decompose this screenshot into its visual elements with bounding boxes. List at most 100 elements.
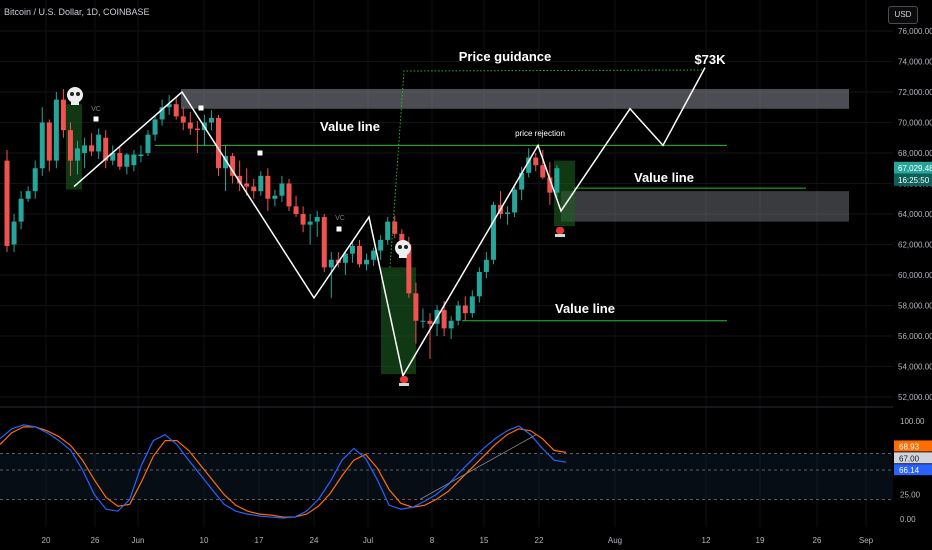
candle-body <box>96 134 102 152</box>
last-price-label: 67,029.48 <box>898 164 932 173</box>
candle-body <box>512 189 518 213</box>
zigzag-pattern <box>73 67 706 378</box>
candle-body <box>279 183 285 196</box>
time-tick-label: 26 <box>91 536 100 545</box>
time-tick-label: 17 <box>255 536 264 545</box>
time-tick-label: 15 <box>480 536 489 545</box>
axes: 76,000.00 74,000.00 72,000.00 70,000.00 68,0… <box>42 27 932 545</box>
support-zone <box>561 191 849 222</box>
time-tick-label: Sep <box>859 536 874 545</box>
square-marker <box>93 116 99 122</box>
candle-body <box>371 250 377 260</box>
candle-body <box>25 191 31 199</box>
value-lines <box>155 144 806 322</box>
symbol-title: Bitcoin / U.S. Dollar, 1D, COINBASE <box>4 7 150 17</box>
candle-body <box>75 148 80 161</box>
candle-body <box>455 305 461 321</box>
skull-eye <box>398 245 402 249</box>
candle-body <box>46 122 52 161</box>
candle-body <box>103 137 109 161</box>
square-marker <box>336 226 342 232</box>
candle-body <box>357 246 362 265</box>
candle-body <box>300 214 306 225</box>
candle-body <box>138 154 144 157</box>
annotations: Price guidance $73K Value line Value line Va… <box>91 49 726 316</box>
time-tick-label: 24 <box>310 536 319 545</box>
value-line-label: Value line <box>320 119 380 134</box>
price-tick-label: 76,000.00 <box>898 27 932 36</box>
candle-body <box>483 259 489 272</box>
time-tick-label: Aug <box>608 536 622 545</box>
last-price-tag <box>894 161 932 174</box>
candle-body <box>505 212 511 214</box>
candle-body <box>286 183 292 207</box>
grid-lines <box>0 0 893 527</box>
candle-body <box>441 310 447 329</box>
candle-body <box>321 217 327 268</box>
candle-body <box>244 183 250 187</box>
candle-body <box>173 104 179 117</box>
stoch-d-line <box>0 426 567 518</box>
candle-body <box>406 244 412 294</box>
candle-body <box>110 153 116 161</box>
time-tick-label: 22 <box>535 536 544 545</box>
candle-body <box>392 221 398 234</box>
candle-body <box>265 175 271 199</box>
price-tick-label: 68,000.00 <box>898 149 932 158</box>
candle-body <box>82 145 88 153</box>
candle-body <box>342 253 348 263</box>
stoch-k-value: 66.14 <box>899 466 920 475</box>
candle-body <box>307 221 313 225</box>
value-line-label: Value line <box>634 170 694 185</box>
markers <box>67 87 565 386</box>
rejection-label: price rejection <box>515 129 565 138</box>
siren-icon <box>400 376 408 383</box>
candle-body <box>526 157 532 173</box>
candle-body <box>328 259 334 268</box>
target-label: $73K <box>694 52 726 67</box>
price-tick-label: 64,000.00 <box>898 210 932 219</box>
currency-button[interactable]: USD <box>888 6 918 24</box>
candle-body <box>208 117 214 123</box>
siren-base <box>399 383 409 386</box>
siren-icon <box>556 227 564 234</box>
osc-tick-label: 100.00 <box>900 417 925 426</box>
stoch-rsi-panel <box>0 424 893 519</box>
time-tick-label: 10 <box>200 536 209 545</box>
candle-body <box>187 122 193 129</box>
candle-body <box>152 119 158 135</box>
upper-tag <box>894 452 932 464</box>
stoch-d-value: 68.93 <box>899 442 920 451</box>
price-tick-label: 60,000.00 <box>898 271 932 280</box>
candle-body <box>258 175 264 192</box>
skull-icon <box>395 240 411 256</box>
candle-body <box>427 320 433 324</box>
candle-body <box>476 271 482 297</box>
candle-body <box>159 107 165 120</box>
candle-body <box>166 104 172 108</box>
candle-body <box>533 157 539 166</box>
candle-body <box>145 134 151 153</box>
candle-body <box>420 320 426 322</box>
candle-body <box>469 296 475 314</box>
candle-body <box>180 116 186 123</box>
osc-tick-label: 0.00 <box>900 515 916 524</box>
price-tick-label: 70,000.00 <box>898 119 932 128</box>
skull-jaw <box>71 101 79 105</box>
candle-body <box>462 305 468 314</box>
time-tick-label: 19 <box>756 536 765 545</box>
resistance-support-zones <box>181 88 849 222</box>
price-tick-label: 74,000.00 <box>898 58 932 67</box>
skull-jaw <box>399 254 407 258</box>
skull-eye <box>404 245 408 249</box>
candle-body <box>230 156 236 176</box>
countdown-label: 16:25:50 <box>898 176 930 185</box>
candle-body <box>378 239 384 251</box>
time-tick-label: 20 <box>42 536 51 545</box>
candle-body <box>554 168 560 193</box>
skull-icon <box>67 87 83 103</box>
vc-label: VC <box>91 106 101 113</box>
candle-body <box>216 117 221 169</box>
stoch-k-tag <box>894 464 932 476</box>
